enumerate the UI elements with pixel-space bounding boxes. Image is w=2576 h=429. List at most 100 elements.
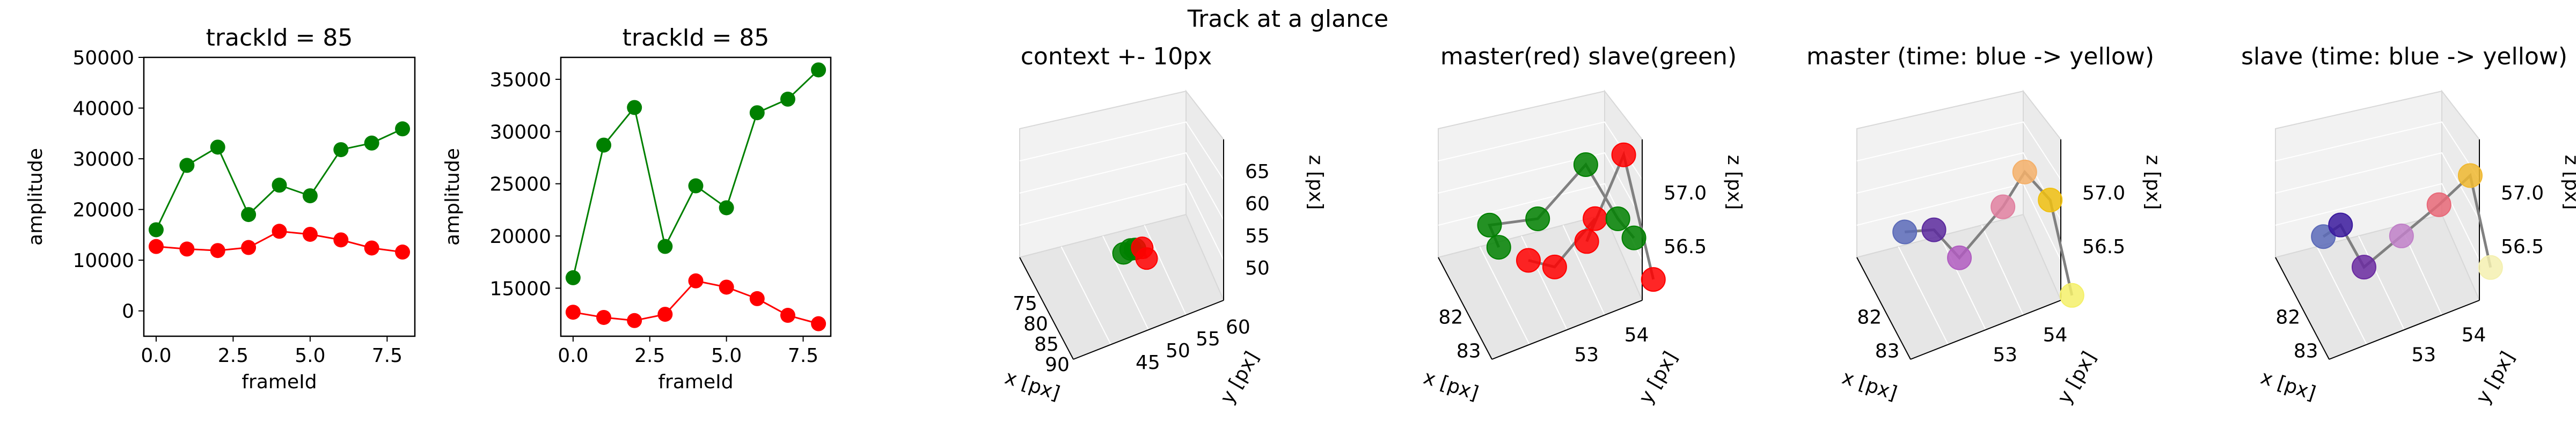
x-tick-label: 82 (1438, 306, 1463, 328)
y-axis-line (2329, 300, 2480, 360)
series-red (148, 224, 411, 260)
x-axis-label: frameId (241, 371, 317, 393)
z-tick-label: 57.0 (2082, 182, 2125, 204)
x-axis-line (1019, 257, 1074, 360)
data-point (2012, 159, 2037, 184)
data-point (1542, 254, 1567, 279)
y-tick-label: 25000 (489, 174, 551, 196)
data-point (1921, 217, 1946, 242)
y-tick-label: 30000 (72, 149, 134, 171)
data-point (1516, 248, 1541, 273)
data-point (2059, 283, 2084, 308)
data-point (719, 200, 734, 216)
data-point (2426, 192, 2451, 217)
x-tick-label: 85 (1034, 334, 1059, 356)
y-tick-label: 50 (1166, 340, 1190, 362)
data-point (1477, 212, 1502, 238)
z-tick-label: 60 (1245, 193, 1270, 215)
y-tick-label: 54 (2462, 324, 2486, 346)
z-axis-label: z [px] (2142, 155, 2164, 210)
data-point (1947, 245, 1972, 270)
plot-frame (143, 56, 416, 337)
data-point (1641, 267, 1666, 292)
y-tick-label: 40000 (72, 98, 134, 120)
x-tick-label: 90 (1045, 354, 1070, 376)
x-tick-label: 82 (1857, 306, 1882, 328)
data-point (2311, 224, 2336, 249)
z-axis-label: z [px] (2560, 155, 2576, 210)
data-point (148, 239, 164, 254)
data-point (302, 188, 318, 204)
data-point (565, 305, 581, 320)
y-tick-label: 20000 (489, 226, 551, 248)
z-tick-label: 65 (1245, 161, 1270, 183)
data-point (1605, 206, 1630, 232)
data-point (811, 316, 826, 331)
x-tick-label: 75 (1013, 293, 1037, 315)
y-axis-label: amplitude (442, 148, 464, 246)
line-chart-1: 0.0 2.5 5.0 7.5 0 10000 20000 30000 40000 50000 tr… (25, 24, 416, 393)
x-tick-label: 83 (1875, 341, 1900, 363)
data-point (2478, 255, 2503, 280)
data-point (596, 137, 612, 153)
x-axis-line (1438, 257, 1492, 360)
chart-title: master (time: blue -> yellow) (1806, 43, 2154, 70)
grid-line (2275, 152, 2480, 220)
x-tick-label: 5.0 (711, 345, 742, 367)
grid-line (1898, 246, 1949, 345)
data-point (657, 239, 673, 254)
charts: 0.0 2.5 5.0 7.5 0 10000 20000 30000 40000 50000 tr… (25, 24, 2576, 408)
data-point (2389, 223, 2414, 248)
y-tick-label: 20000 (72, 199, 134, 221)
grid-line (1438, 152, 1643, 220)
z-tick-label: 55 (1245, 225, 1270, 247)
chart-title: trackId = 85 (206, 24, 353, 51)
x-tick-label: 80 (1023, 313, 1048, 335)
y-tick-label: 53 (2411, 344, 2436, 366)
data-point (749, 105, 765, 121)
chart-title: trackId = 85 (623, 24, 770, 51)
data-point (210, 243, 225, 258)
data-point (148, 222, 164, 238)
series-red (565, 273, 826, 331)
y-tick-label: 30000 (489, 121, 551, 143)
chart-title: master(red) slave(green) (1440, 43, 1737, 70)
grid-line (1019, 183, 1224, 261)
z-tick-label: 50 (1245, 257, 1270, 279)
data-point (688, 273, 704, 289)
data-point (657, 307, 673, 322)
z-axis-label: z [px] (1305, 155, 1327, 210)
x-tick-label: 5.0 (295, 345, 325, 367)
y-axis-label: amplitude (25, 148, 47, 246)
data-point (1574, 229, 1599, 254)
chart-title: context +- 10px (1021, 43, 1212, 70)
data-point (749, 291, 765, 306)
x-tick-label: 0.0 (141, 345, 171, 367)
y-tick-label: 10000 (72, 250, 134, 272)
z-tick-label: 56.5 (2501, 236, 2544, 258)
data-point (1990, 194, 2016, 219)
grid-line (1019, 121, 1224, 180)
grid-line (1144, 225, 1187, 315)
x-tick-label: 0.0 (558, 345, 588, 367)
data-point (2457, 163, 2483, 188)
data-point (241, 240, 257, 255)
data-point (1621, 225, 1646, 250)
data-point (2038, 188, 2063, 213)
x-axis-line (2275, 257, 2330, 360)
data-point (333, 142, 349, 158)
data-point (1611, 142, 1636, 167)
data-point (1525, 206, 1550, 231)
grid-line (1981, 225, 2024, 315)
data-point (627, 313, 642, 328)
data-point (302, 226, 318, 242)
z-axis-label: z [px] (1723, 155, 1745, 210)
x-tick-label: 7.5 (372, 345, 402, 367)
grid-line (1102, 235, 1149, 330)
data-point (364, 240, 379, 256)
